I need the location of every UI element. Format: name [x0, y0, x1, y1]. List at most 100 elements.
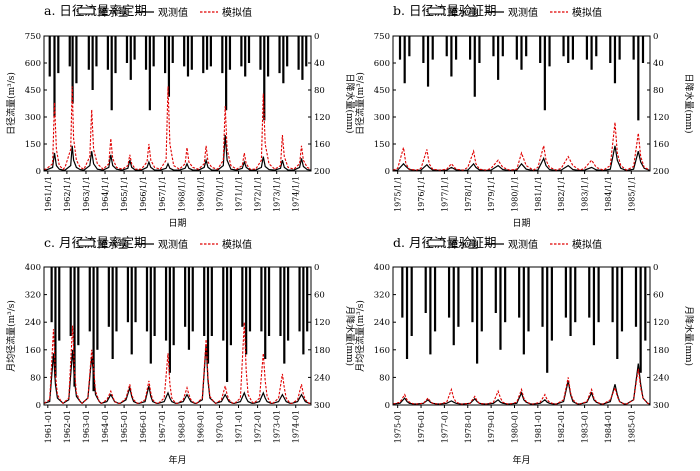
y-tick-label: 0: [36, 167, 41, 177]
y2-tick-label: 300: [314, 401, 330, 411]
precip-bar: [190, 36, 193, 70]
y2-tick-label: 60: [314, 291, 325, 301]
precip-bar: [54, 267, 57, 378]
precip-bar: [473, 36, 476, 97]
precip-bar: [164, 267, 168, 341]
x-tick-label: 1962-01: [63, 410, 72, 443]
x-axis-label: 日期: [168, 218, 186, 229]
x-tick-label: 1968-01: [177, 410, 186, 443]
precip-bar: [267, 267, 271, 336]
x-tick-label: 1967/1/1: [158, 176, 167, 212]
precip-bar: [306, 267, 309, 332]
precip-bar: [186, 36, 190, 77]
y2-tick-label: 40: [653, 59, 664, 69]
x-tick-label: 1972-01: [254, 410, 263, 443]
precip-bar: [639, 267, 642, 373]
plot-frame: [392, 266, 651, 406]
precip-bar: [569, 267, 572, 336]
precip-bar: [53, 36, 56, 117]
precip-bar: [525, 36, 528, 57]
precip-bar: [283, 267, 286, 364]
x-tick-label: 1973/1/1: [273, 176, 282, 212]
precip-bar: [107, 267, 110, 327]
y2-tick-label: 120: [314, 318, 330, 328]
precip-bar: [469, 36, 472, 60]
precip-bar: [222, 267, 225, 341]
y2-tick-label: 0: [314, 32, 319, 42]
y-tick-label: 80: [379, 373, 390, 383]
y2-tick-label: 80: [653, 86, 664, 96]
x-tick-label: 1970-01: [215, 410, 224, 443]
precip-bar: [422, 36, 425, 63]
precip-bar: [115, 267, 118, 332]
precip-bar: [426, 36, 430, 87]
precip-bar: [260, 267, 263, 332]
y2-tick-label: 240: [653, 373, 669, 383]
x-tick-label: 1973-01: [273, 410, 282, 443]
precip-bar: [152, 36, 155, 67]
x-tick-label: 1981/1/1: [534, 176, 543, 212]
y-axis-label: 月均径流量(m³/s): [5, 300, 17, 372]
precip-bar: [611, 267, 614, 323]
precip-bar: [644, 267, 647, 341]
y2-tick-label: 120: [314, 113, 330, 123]
precip-bar: [73, 267, 76, 387]
precip-bar: [187, 267, 191, 350]
precip-bar: [522, 267, 525, 355]
precip-bar: [641, 36, 645, 63]
plot-frame: [392, 35, 651, 172]
precip-bar: [480, 267, 483, 332]
precip-bar: [134, 267, 137, 323]
legend-label-precip: 降水量: [98, 238, 128, 251]
precip-bar: [96, 267, 99, 350]
legend-label-observed: 观测值: [508, 6, 538, 19]
precip-bar: [447, 267, 451, 318]
precip-bar: [518, 267, 521, 318]
x-tick-label: 1965/1/1: [120, 176, 129, 212]
precip-bar: [71, 36, 74, 104]
y2-tick-label: 60: [653, 291, 664, 301]
simulated-series-line: [44, 86, 311, 170]
x-tick-label: 1982/1/1: [557, 176, 566, 212]
precip-bar: [405, 267, 409, 359]
y-tick-label: 160: [25, 346, 41, 356]
legend-label-simulated: 模拟值: [222, 6, 252, 19]
x-tick-label: 1984-01: [604, 410, 613, 443]
y-tick-label: 450: [374, 86, 390, 96]
precip-bar: [564, 267, 567, 318]
legend: 降水量 观测值 模拟值: [77, 6, 252, 19]
precip-bar: [248, 267, 252, 332]
x-tick-label: 1975-01: [394, 410, 403, 443]
precip-bar: [501, 36, 504, 57]
x-tick-label: 1983/1/1: [581, 176, 590, 212]
plot-frame: [43, 35, 312, 172]
precip-bar: [205, 36, 209, 70]
y2-tick-label: 240: [314, 373, 330, 383]
precip-bar: [424, 267, 427, 313]
precip-bar: [111, 267, 114, 359]
precip-bar: [408, 36, 411, 57]
precip-bar: [433, 267, 437, 332]
y2-tick-label: 160: [653, 140, 669, 150]
precip-bar: [278, 36, 281, 74]
precip-bar: [264, 267, 267, 359]
precip-bar: [259, 36, 262, 70]
legend-swatch-precip: [427, 7, 445, 15]
y-axis-label: 日径流量(m³/s): [5, 72, 17, 135]
x-tick-label: 1961-01: [44, 410, 53, 443]
y-tick-label: 400: [374, 263, 390, 273]
legend-label-observed: 观测值: [158, 6, 188, 19]
x-tick-label: 1982-01: [557, 410, 566, 443]
precip-bar: [478, 36, 481, 63]
y-tick-label: 600: [25, 59, 41, 69]
precip-bar: [301, 36, 304, 80]
precip-bar: [228, 36, 232, 70]
y-tick-label: 750: [374, 32, 390, 42]
precip-bar: [129, 36, 132, 80]
precip-bar: [616, 267, 619, 359]
precip-bar: [595, 36, 598, 57]
y2-axis-label: 日降水量(mm): [344, 73, 356, 133]
plot-data: [44, 36, 311, 171]
x-axis-label: 年月: [168, 454, 186, 466]
precip-bar: [410, 267, 413, 336]
